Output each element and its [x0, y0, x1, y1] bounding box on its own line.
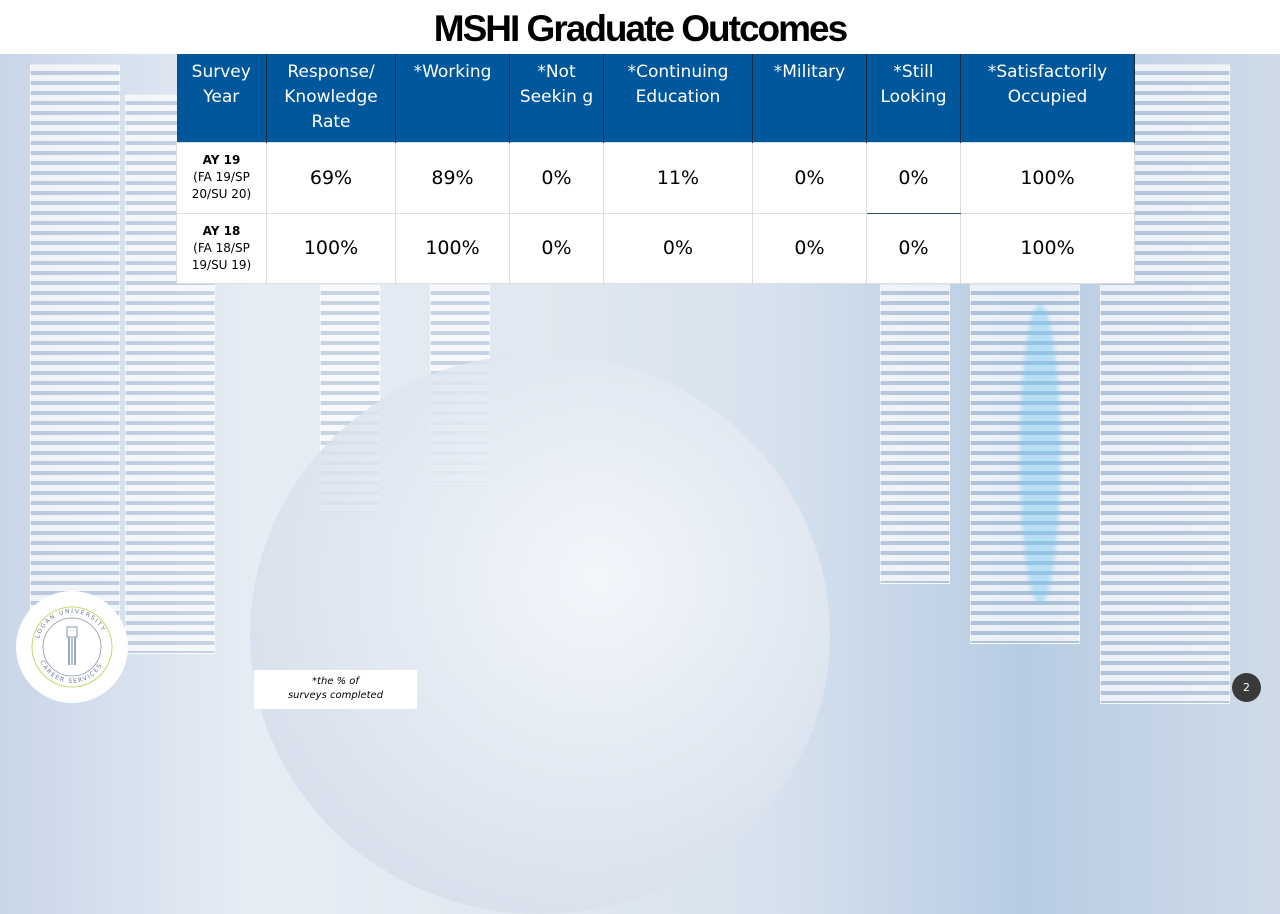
period-label: (FA 18/SP 19/SU 19)	[191, 240, 252, 272]
header-military: *Military	[752, 54, 867, 142]
period-label: (FA 19/SP 20/SU 20)	[191, 170, 252, 201]
value-cell: 0%	[509, 141, 604, 214]
career-services-logo: LOGAN UNIVERSITY CAREER SERVICES	[16, 591, 128, 703]
svg-text:LOGAN UNIVERSITY: LOGAN UNIVERSITY	[34, 608, 107, 639]
page-number: 2	[1232, 673, 1261, 702]
value-cell: 100%	[266, 212, 396, 284]
value-cell: 100%	[395, 212, 510, 284]
logo-seal-icon: LOGAN UNIVERSITY CAREER SERVICES	[31, 606, 113, 688]
survey-year-cell: AY 18 (FA 18/SP 19/SU 19)	[176, 212, 267, 284]
slide-title: MSHI Graduate Outcomes	[433, 8, 848, 49]
header-working: *Working	[395, 54, 510, 142]
year-label: AY 19	[202, 153, 241, 167]
value-cell: 0%	[752, 141, 867, 214]
value-cell: 89%	[395, 141, 510, 214]
title-bar: MSHI Graduate Outcomes	[0, 0, 1280, 54]
footnote-line: *the % of	[312, 676, 359, 687]
footnote-line: surveys completed	[287, 690, 384, 701]
header-still-looking: *Still Looking	[866, 54, 961, 142]
value-cell: 69%	[266, 141, 396, 214]
outcomes-table: Survey Year Response/ Knowledge Rate *Wo…	[176, 54, 1135, 284]
value-cell: 0%	[866, 212, 961, 284]
survey-year-cell: AY 19 (FA 19/SP 20/SU 20)	[176, 141, 267, 214]
year-label: AY 18	[202, 223, 241, 238]
table-header-row: Survey Year Response/ Knowledge Rate *Wo…	[176, 54, 1135, 142]
header-continuing-education: *Continuing Education	[603, 54, 753, 142]
header-satisfactorily-occupied: *Satisfactorily Occupied	[960, 54, 1135, 142]
header-response-rate: Response/ Knowledge Rate	[266, 54, 396, 142]
table-row: AY 18 (FA 18/SP 19/SU 19) 100% 100% 0% 0%…	[176, 212, 1135, 284]
header-not-seeking: *Not Seekin g	[509, 54, 604, 142]
value-cell: 0%	[752, 212, 867, 284]
footnote: *the % of surveys completed	[254, 670, 417, 709]
table-row: AY 19 (FA 19/SP 20/SU 20) 69% 89% 0% 11% …	[176, 141, 1135, 214]
value-cell: 0%	[603, 212, 753, 284]
value-cell: 0%	[866, 141, 961, 214]
value-cell: 11%	[603, 141, 753, 214]
value-cell: 100%	[960, 212, 1135, 284]
value-cell: 0%	[509, 212, 604, 284]
value-cell: 100%	[960, 141, 1135, 214]
header-survey-year: Survey Year	[176, 54, 267, 142]
